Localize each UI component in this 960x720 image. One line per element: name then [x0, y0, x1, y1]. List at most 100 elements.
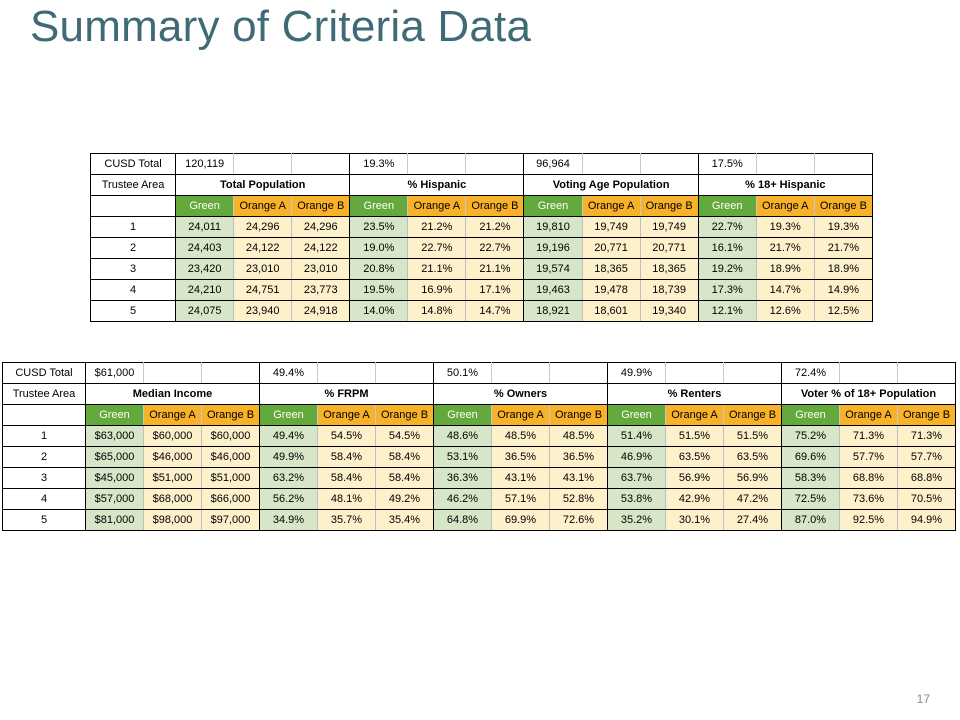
plan-header-orange-b: Orange B	[897, 404, 956, 426]
table-cell: 54.5%	[317, 425, 376, 447]
table-row: 5 $81,000 $98,000 $97,000 34.9% 35.7% 35.4% 64.…	[2, 509, 956, 531]
plan-header-orange-b: Orange B	[201, 404, 260, 426]
group-total-value: 120,119	[175, 153, 235, 175]
table-cell: 19,196	[523, 237, 583, 259]
table-cell: 12.5%	[814, 300, 874, 322]
table-cell: 22.7%	[407, 237, 467, 259]
group-total-spacer	[407, 153, 467, 175]
slide-title: Summary of Criteria Data	[30, 2, 532, 51]
table-cell: 51.4%	[607, 425, 666, 447]
table-cell: 22.7%	[698, 216, 757, 238]
table-cell: 72.6%	[549, 509, 608, 531]
table-cell: $60,000	[201, 425, 260, 447]
table-cell: 24,918	[291, 300, 351, 322]
group-total-value: 72.4%	[781, 362, 840, 384]
group-total-spacer	[723, 362, 782, 384]
table-cell: 19,749	[640, 216, 699, 238]
table-cell: 20,771	[640, 237, 699, 259]
group-total-value: 49.4%	[259, 362, 318, 384]
table-cell: 36.5%	[549, 446, 608, 468]
table-cell: 20,771	[582, 237, 641, 259]
table-cell: $98,000	[143, 509, 202, 531]
table-cell: 23,010	[291, 258, 351, 280]
group-total-value: 17.5%	[698, 153, 757, 175]
row-label-area: Trustee Area	[2, 383, 86, 405]
group-title: % FRPM	[259, 383, 434, 405]
plan-header-green: Green	[781, 404, 840, 426]
table-cell: 49.9%	[259, 446, 318, 468]
table-cell: 58.4%	[317, 467, 376, 489]
plan-header-green: Green	[349, 195, 409, 217]
table-cell: 12.1%	[698, 300, 757, 322]
table-cell: 24,075	[175, 300, 235, 322]
table-cell: $57,000	[85, 488, 144, 510]
table-cell: 43.1%	[549, 467, 608, 489]
table-cell: 51.5%	[723, 425, 782, 447]
plan-header-blank	[89, 195, 177, 217]
table-cell: 56.9%	[665, 467, 724, 489]
group-total-spacer	[143, 362, 202, 384]
group-total-spacer	[640, 153, 699, 175]
plan-header-green: Green	[607, 404, 666, 426]
table-cell: 30.1%	[665, 509, 724, 531]
totals-row: CUSD Total 120,119 19.3% 96,964 17.5%	[89, 153, 874, 175]
table-row: 1 $63,000 $60,000 $60,000 49.4% 54.5% 54.5% 48.…	[2, 425, 956, 447]
table-cell: $60,000	[143, 425, 202, 447]
table-cell: 22.7%	[465, 237, 525, 259]
table-cell: 69.9%	[491, 509, 550, 531]
table-cell: 75.2%	[781, 425, 840, 447]
table-cell: 47.2%	[723, 488, 782, 510]
row-label-total: CUSD Total	[89, 153, 177, 175]
table-cell: 36.5%	[491, 446, 550, 468]
table-cell: 58.4%	[375, 467, 434, 489]
table-cell: 72.5%	[781, 488, 840, 510]
table-cell: 48.6%	[433, 425, 492, 447]
table-cell: 34.9%	[259, 509, 318, 531]
group-title: % Renters	[607, 383, 782, 405]
table-cell: 23,420	[175, 258, 235, 280]
table-cell: 19,478	[582, 279, 641, 301]
table-cell: 46.9%	[607, 446, 666, 468]
table-cell: 16.1%	[698, 237, 757, 259]
row-label-total: CUSD Total	[2, 362, 86, 384]
table-cell: $51,000	[201, 467, 260, 489]
plan-header-orange-b: Orange B	[375, 404, 434, 426]
table-cell: 51.5%	[665, 425, 724, 447]
group-total-spacer	[465, 153, 525, 175]
plan-header-orange-a: Orange A	[756, 195, 815, 217]
table-cell: 23,773	[291, 279, 351, 301]
table-cell: 18,601	[582, 300, 641, 322]
table-cell: 24,751	[233, 279, 293, 301]
trustee-area-number: 3	[89, 258, 177, 280]
group-total-value: $61,000	[85, 362, 144, 384]
criteria-table-population: CUSD Total 120,119 19.3% 96,964 17.5% Trustee…	[89, 153, 874, 322]
table-cell: 19,340	[640, 300, 699, 322]
table-cell: $46,000	[143, 446, 202, 468]
table-cell: 20.8%	[349, 258, 409, 280]
plan-header-orange-b: Orange B	[640, 195, 699, 217]
table-row: 2 $65,000 $46,000 $46,000 49.9% 58.4% 58.4% 53.…	[2, 446, 956, 468]
table-cell: 24,296	[233, 216, 293, 238]
trustee-area-number: 5	[89, 300, 177, 322]
table-cell: 58.4%	[375, 446, 434, 468]
table-cell: 14.7%	[756, 279, 815, 301]
table-cell: 73.6%	[839, 488, 898, 510]
table-cell: 71.3%	[839, 425, 898, 447]
table-cell: 63.5%	[665, 446, 724, 468]
plan-header-orange-a: Orange A	[665, 404, 724, 426]
table-cell: 87.0%	[781, 509, 840, 531]
group-total-spacer	[839, 362, 898, 384]
table-cell: 14.7%	[465, 300, 525, 322]
trustee-area-number: 3	[2, 467, 86, 489]
plan-header-blank	[2, 404, 86, 426]
group-total-spacer	[582, 153, 641, 175]
plan-header-orange-a: Orange A	[317, 404, 376, 426]
table-cell: 48.1%	[317, 488, 376, 510]
table-cell: 18,365	[640, 258, 699, 280]
table-cell: 19.2%	[698, 258, 757, 280]
table-cell: 58.4%	[317, 446, 376, 468]
table-cell: 63.7%	[607, 467, 666, 489]
plan-header-orange-a: Orange A	[839, 404, 898, 426]
table-cell: 57.7%	[839, 446, 898, 468]
table-cell: 35.2%	[607, 509, 666, 531]
